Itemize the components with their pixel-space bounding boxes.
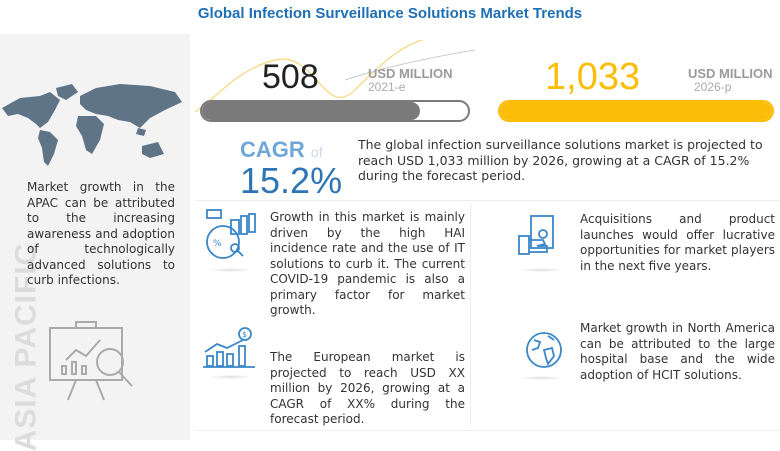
start-progress-bar: [200, 100, 470, 122]
end-value: 1,033: [545, 56, 641, 98]
apac-text: Market growth in the APAC can be attribu…: [27, 180, 175, 287]
end-unit: USD MILLION: [688, 66, 773, 81]
decorative-curve: [195, 40, 476, 113]
cagr-value: 15.2%: [240, 160, 343, 201]
insight-text: The European market is projected to reac…: [270, 350, 465, 426]
analytics-icon: %: [206, 209, 256, 259]
world-map-icon: [2, 84, 182, 166]
money-hand-icon: [518, 215, 554, 255]
divider: [195, 200, 780, 201]
column-divider: [470, 203, 471, 425]
insight-text: Growth in this market is mainly driven b…: [270, 210, 465, 317]
end-progress-bar: [498, 100, 774, 122]
start-year: 2021-e: [368, 80, 406, 94]
bottom-divider: [195, 430, 780, 431]
icon-shadow: [518, 268, 564, 272]
svg-text:$: $: [242, 330, 247, 339]
start-value: 508: [262, 58, 319, 96]
cagr-of: of: [310, 144, 323, 160]
icon-shadow: [208, 268, 254, 272]
page-title: Global Infection Surveillance Solutions …: [197, 5, 583, 22]
start-progress-fill: [202, 102, 421, 120]
cagr-label: CAGR: [240, 137, 305, 162]
end-year: 2026-p: [694, 80, 732, 94]
icon-shadow: [518, 376, 564, 380]
insight-text: Market growth in North America can be at…: [580, 321, 775, 382]
globe-icon: [526, 332, 562, 368]
presentation-analytics-icon: [49, 321, 133, 401]
start-unit: USD MILLION: [368, 66, 453, 81]
summary-text: The global infection surveillance soluti…: [358, 137, 763, 183]
growth-chart-icon: $: [203, 327, 255, 368]
end-progress-fill: [500, 102, 772, 120]
insight-text: Acquisitions and product launches would …: [580, 212, 775, 273]
svg-text:%: %: [213, 239, 222, 249]
icon-shadow: [208, 375, 254, 379]
